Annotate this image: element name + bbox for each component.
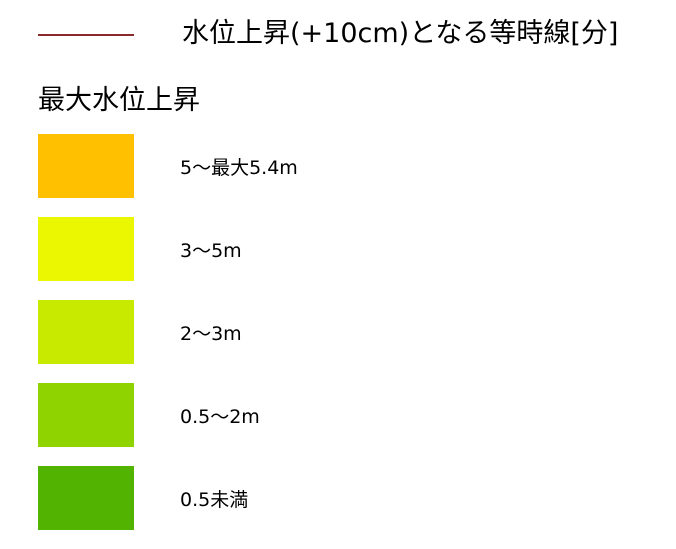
isochrone-label: 水位上昇(+10cm)となる等時線[分]: [182, 18, 619, 49]
legend-title: 最大水位上昇: [38, 85, 200, 116]
legend-item: 0.5未満: [38, 466, 438, 530]
color-swatch: [38, 300, 134, 364]
color-swatch: [38, 217, 134, 281]
color-swatch: [38, 466, 134, 530]
color-swatch: [38, 383, 134, 447]
legend-item-label: 0.5未満: [180, 489, 249, 511]
color-swatch: [38, 134, 134, 198]
legend-item: 3〜5m: [38, 217, 438, 281]
legend-item: 2〜3m: [38, 300, 438, 364]
legend-item-label: 5〜最大5.4m: [180, 157, 298, 179]
isochrone-legend-row: 水位上昇(+10cm)となる等時線[分]: [38, 14, 658, 58]
legend-list: 5〜最大5.4m 3〜5m 2〜3m 0.5〜2m 0.5未満: [38, 134, 438, 549]
legend-item-label: 2〜3m: [180, 323, 242, 345]
legend-item-label: 0.5〜2m: [180, 406, 260, 428]
legend-item: 5〜最大5.4m: [38, 134, 438, 198]
legend-item-label: 3〜5m: [180, 240, 242, 262]
legend-item: 0.5〜2m: [38, 383, 438, 447]
isochrone-line-symbol: [38, 34, 134, 36]
